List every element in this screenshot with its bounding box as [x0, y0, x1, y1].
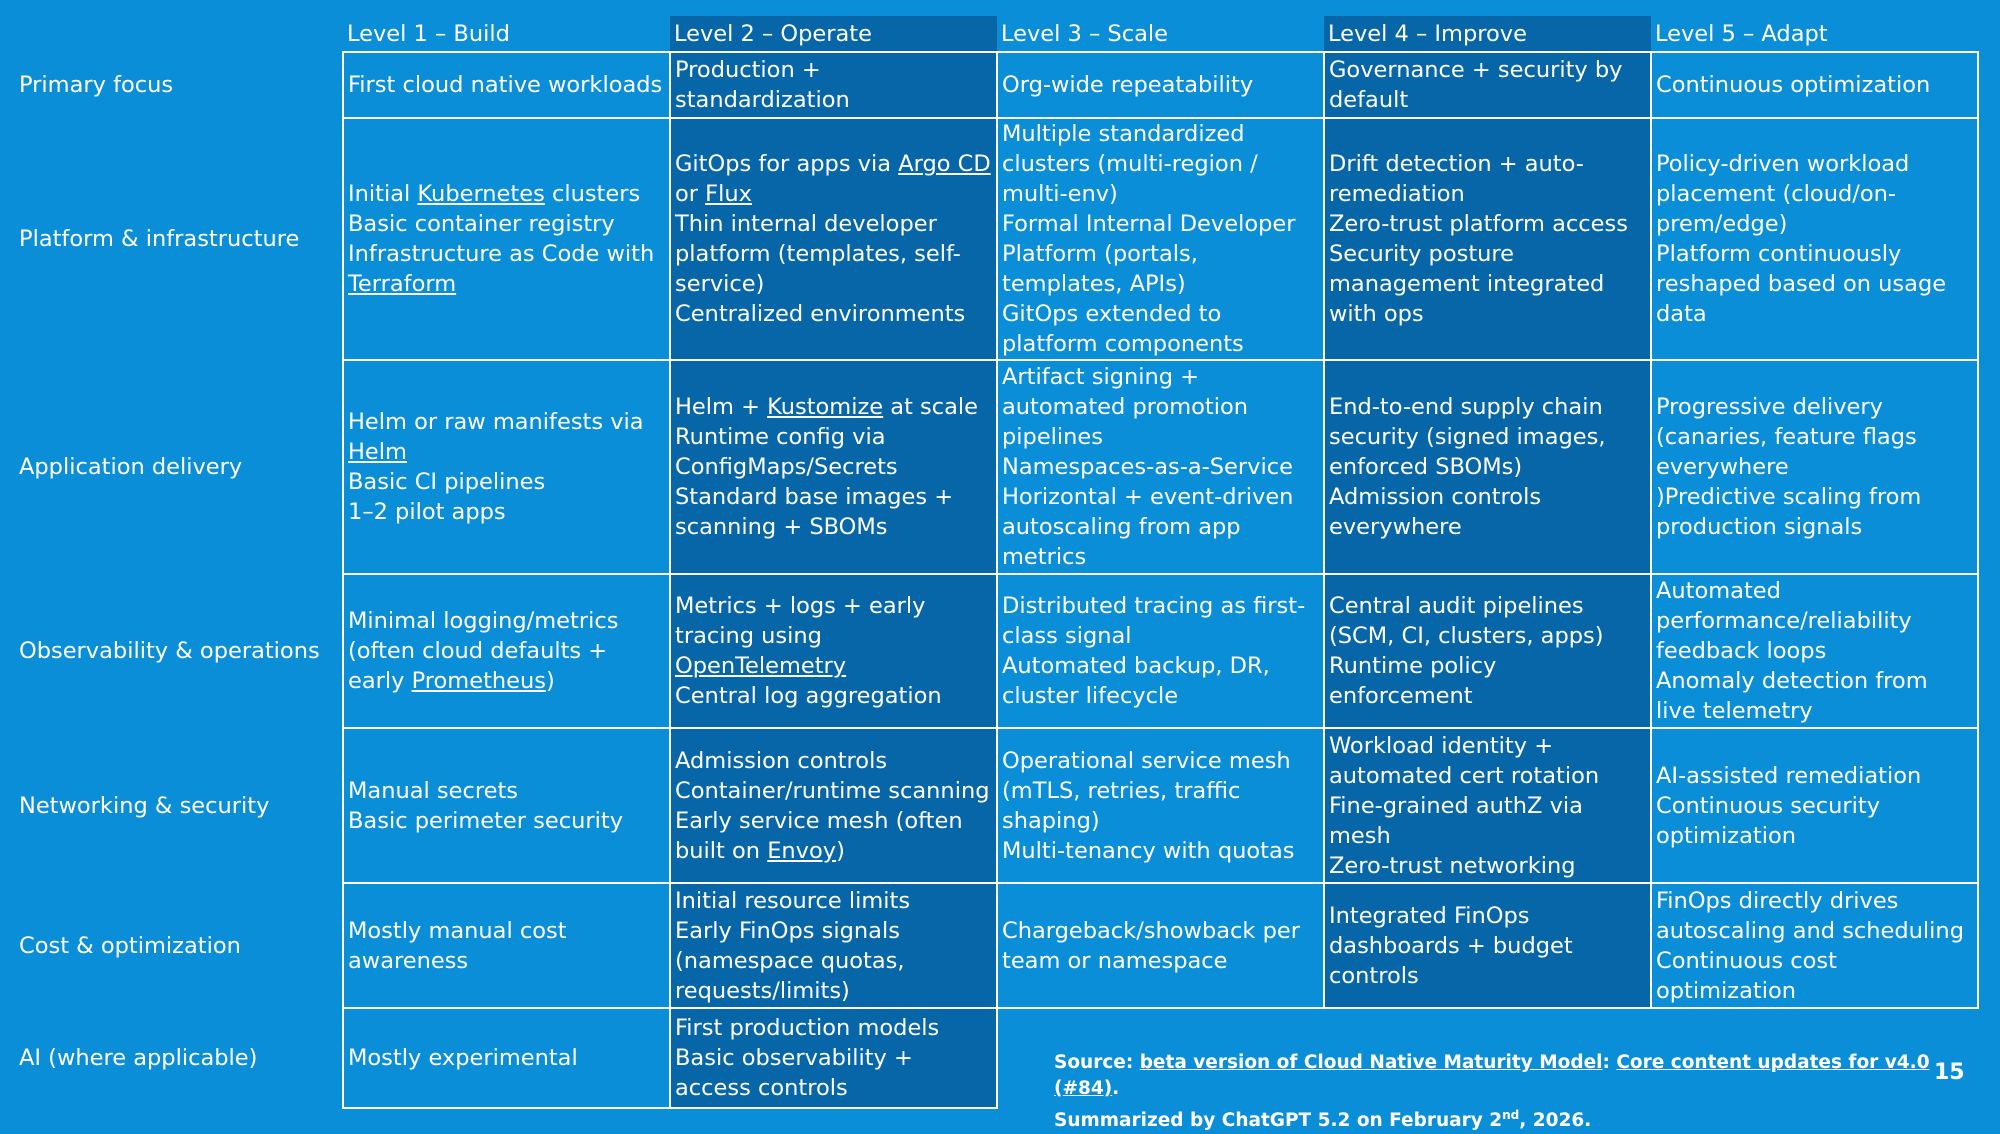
- cell-ai-l2: First production models Basic observabil…: [669, 1007, 998, 1109]
- level-4-header: Level 4 – Improve: [1324, 16, 1651, 52]
- row-label: Primary focus: [19, 72, 174, 98]
- prometheus-link[interactable]: Prometheus: [411, 668, 546, 694]
- cell-cost-l5: FinOps directly drives autoscaling and s…: [1650, 882, 1979, 1009]
- cell-primary-l3: Org-wide repeatability: [996, 51, 1325, 119]
- cell-cost-l4: Integrated FinOps dashboards + budget co…: [1323, 882, 1652, 1009]
- level-1-header: Level 1 – Build: [347, 20, 510, 47]
- source-note: Source: beta version of Cloud Native Mat…: [1054, 1052, 1930, 1132]
- envoy-link[interactable]: Envoy: [767, 837, 837, 864]
- row-label: AI (where applicable): [19, 1045, 258, 1071]
- row-label: Networking & security: [19, 792, 270, 819]
- cell-observability-l4: Central audit pipelines (SCM, CI, cluste…: [1323, 573, 1652, 729]
- cell-observability-l3: Distributed tracing as first-class signa…: [996, 573, 1325, 729]
- cell-observability-l1: Minimal logging/metrics (often cloud def…: [342, 573, 671, 729]
- maturity-model-link[interactable]: beta version of Cloud Native Maturity Mo…: [1139, 1052, 1603, 1073]
- cell-ai-l1: Mostly experimental: [342, 1007, 671, 1109]
- row-label: Cost & optimization: [19, 932, 241, 959]
- row-label: Application delivery: [19, 454, 243, 480]
- row-platform: Platform & infrastructure Initial Kubern…: [15, 117, 1979, 361]
- level-header-row: Level 1 – Build Level 2 – Operate Level …: [15, 16, 1978, 52]
- corner-blank: [15, 16, 343, 52]
- cell-delivery-l5: Progressive delivery (canaries, feature …: [1650, 359, 1979, 575]
- cell-delivery-l4: End-to-end supply chain security (signed…: [1323, 359, 1652, 575]
- row-label: Platform & infrastructure: [19, 226, 300, 252]
- row-delivery: Application delivery Helm or raw manifes…: [15, 359, 1979, 575]
- cell-platform-l2: GitOps for apps via Argo CD or Flux Thin…: [669, 117, 998, 361]
- terraform-link[interactable]: Terraform: [348, 271, 457, 297]
- level-5-header: Level 5 – Adapt: [1655, 20, 1828, 47]
- helm-link[interactable]: Helm: [348, 439, 407, 465]
- kustomize-link[interactable]: Kustomize: [767, 394, 884, 420]
- cell-observability-l5: Automated performance/reliability feedba…: [1650, 573, 1979, 729]
- cell-observability-l2: Metrics + logs + early tracing using Ope…: [669, 573, 998, 729]
- cell-network-l5: AI-assisted remediation Continuous secur…: [1650, 727, 1979, 884]
- cell-cost-l3: Chargeback/showback per team or namespac…: [996, 882, 1325, 1009]
- kubernetes-link[interactable]: Kubernetes: [417, 181, 545, 207]
- cell-platform-l1: Initial Kubernetes clusters Basic contai…: [342, 117, 671, 361]
- maturity-matrix: Level 1 – Build Level 2 – Operate Level …: [15, 16, 1979, 1109]
- cell-primary-l1: First cloud native workloads: [342, 51, 671, 119]
- row-observability: Observability & operations Minimal loggi…: [15, 573, 1979, 729]
- cell-delivery-l1: Helm or raw manifests via Helm Basic CI …: [342, 359, 671, 575]
- level-3-header: Level 3 – Scale: [1001, 20, 1168, 47]
- flux-link[interactable]: Flux: [705, 181, 752, 207]
- cell-primary-l4: Governance + security by default: [1323, 51, 1652, 119]
- level-2-header: Level 2 – Operate: [670, 16, 997, 52]
- row-label: Observability & operations: [19, 638, 320, 664]
- cell-delivery-l3: Artifact signing + automated promotion p…: [996, 359, 1325, 575]
- row-cost: Cost & optimization Mostly manual cost a…: [15, 882, 1979, 1009]
- cell-primary-l5: Continuous optimization: [1650, 51, 1979, 119]
- cell-cost-l1: Mostly manual cost awareness: [342, 882, 671, 1009]
- cell-cost-l2: Initial resource limits Early FinOps sig…: [669, 882, 998, 1009]
- cell-network-l3: Operational service mesh (mTLS, retries,…: [996, 727, 1325, 884]
- page-number: 15: [1934, 1060, 1965, 1085]
- row-ai: AI (where applicable) Mostly experimenta…: [15, 1007, 1978, 1109]
- cell-platform-l4: Drift detection + auto-remediation Zero-…: [1323, 117, 1652, 361]
- cell-network-l1: Manual secrets Basic perimeter security: [342, 727, 671, 884]
- cell-delivery-l2: Helm + Kustomize at scale Runtime config…: [669, 359, 998, 575]
- content-updates-link[interactable]: Core content updates for v4.0 (#84): [1054, 1052, 1930, 1099]
- row-primary-focus: Primary focus First cloud native workloa…: [15, 51, 1979, 119]
- cell-network-l2: Admission controls Container/runtime sca…: [669, 727, 998, 884]
- argo-cd-link[interactable]: Argo CD: [898, 151, 991, 177]
- cell-primary-l2: Production + standardization: [669, 51, 998, 119]
- row-networking: Networking & security Manual secrets Bas…: [15, 727, 1979, 884]
- cell-platform-l5: Policy-driven workload placement (cloud/…: [1650, 117, 1979, 361]
- cell-platform-l3: Multiple standardized clusters (multi-re…: [996, 117, 1325, 361]
- cell-network-l4: Workload identity + automated cert rotat…: [1323, 727, 1652, 884]
- opentelemetry-link[interactable]: OpenTelemetry: [675, 653, 847, 679]
